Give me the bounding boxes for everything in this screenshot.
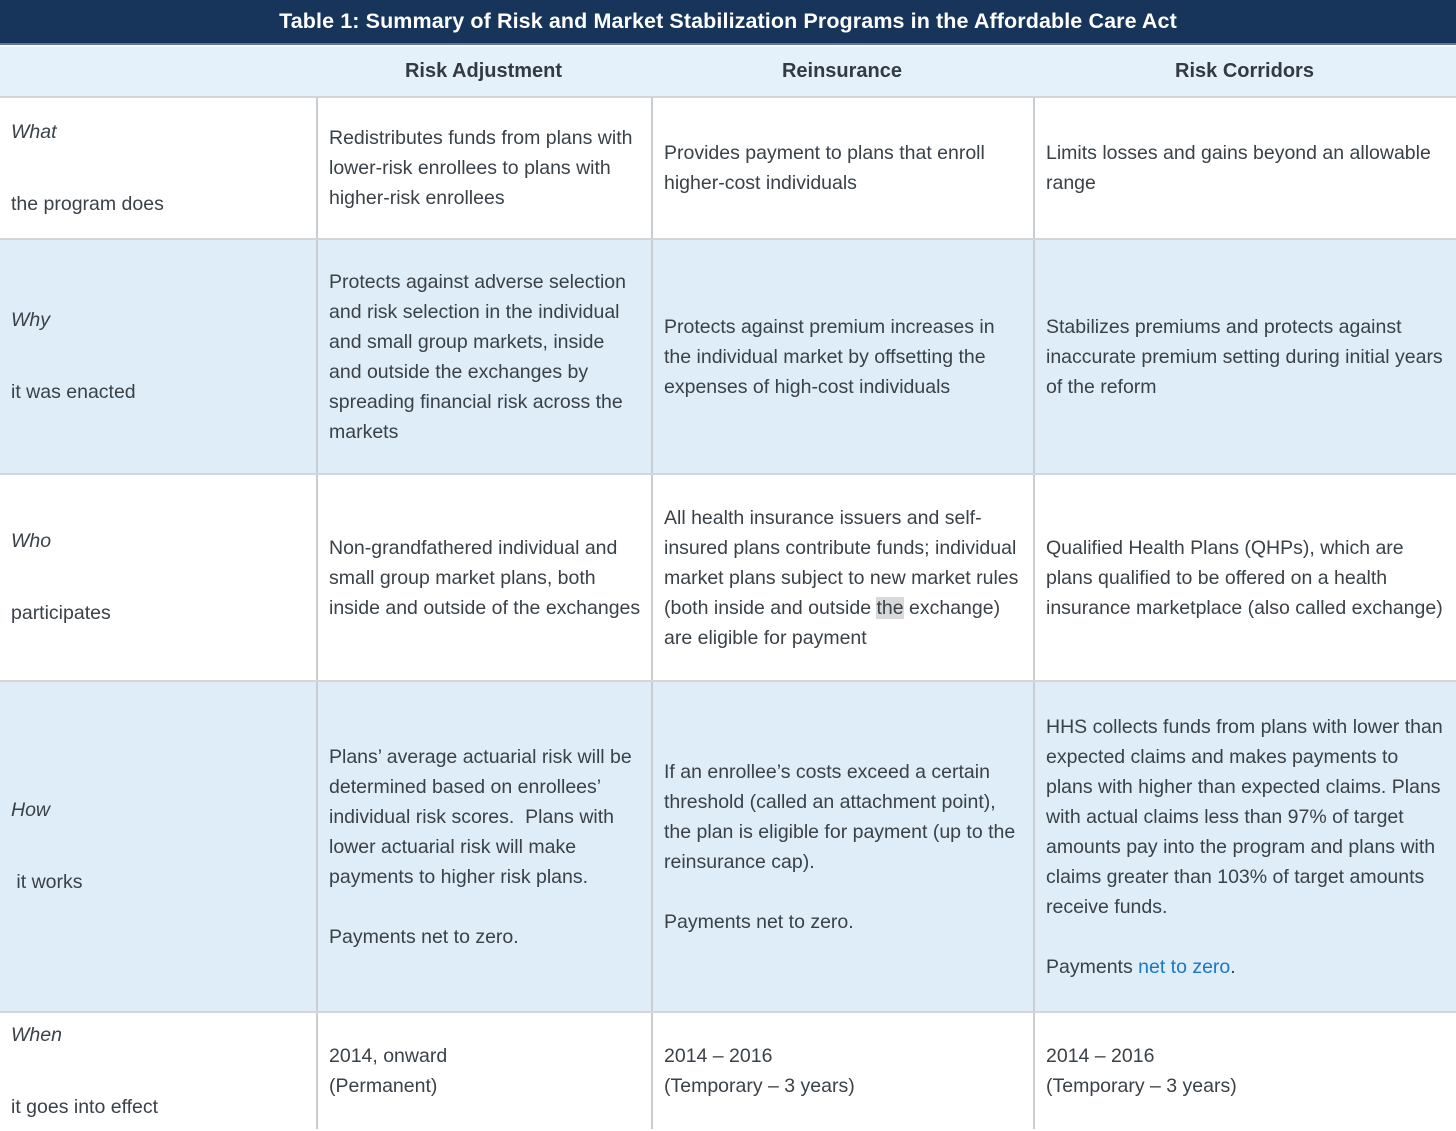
- cell-who-risk-adjustment: Non-grandfathered individual and small g…: [316, 475, 651, 680]
- column-header-row: Risk Adjustment Reinsurance Risk Corrido…: [0, 45, 1456, 96]
- cell-line: 2014 – 2016: [1046, 1045, 1155, 1067]
- cell-when-risk-adjustment: 2014, onward (Permanent): [316, 1013, 651, 1129]
- table-title: Table 1: Summary of Risk and Market Stab…: [279, 9, 1177, 33]
- cell-who-risk-corridors: Qualified Health Plans (QHPs), which are…: [1033, 475, 1456, 680]
- row-keyword: Who: [11, 530, 52, 552]
- column-header-risk-corridors: Risk Corridors: [1175, 60, 1314, 82]
- highlighted-word: the: [876, 596, 904, 619]
- cell-line: 2014 – 2016: [664, 1045, 773, 1067]
- cell-paragraph: Payments net to zero.: [329, 925, 519, 948]
- cell-text: Qualified Health Plans (QHPs), which are…: [1046, 536, 1443, 619]
- row-sublabel: participates: [11, 602, 111, 624]
- table-title-bar: Table 1: Summary of Risk and Market Stab…: [0, 0, 1456, 45]
- cell-text-segment: Payments: [1046, 955, 1139, 978]
- cell-text: Protects against premium increases in th…: [664, 315, 1000, 398]
- cell-why-risk-adjustment: Protects against adverse selection and r…: [316, 240, 651, 473]
- cell-what-risk-corridors: Limits losses and gains beyond an allowa…: [1033, 98, 1456, 238]
- cell-line: (Temporary – 3 years): [1046, 1075, 1237, 1097]
- row-label-what: What the program does: [0, 98, 316, 238]
- table-row-when: When it goes into effect 2014, onward (P…: [0, 1011, 1456, 1129]
- cell-what-risk-adjustment: Redistributes funds from plans with lowe…: [316, 98, 651, 238]
- cell-text: Redistributes funds from plans with lowe…: [329, 127, 638, 209]
- cell-text: Stabilizes premiums and protects against…: [1046, 315, 1449, 398]
- cell-what-reinsurance: Provides payment to plans that enroll hi…: [651, 98, 1033, 238]
- row-label-how: How it works: [0, 682, 316, 1011]
- column-header-risk-adjustment: Risk Adjustment: [404, 60, 563, 82]
- row-keyword: Why: [11, 309, 50, 331]
- cell-text: All health insurance issuers and self-in…: [664, 503, 1023, 653]
- table-row-what: What the program does Redistributes fund…: [0, 96, 1456, 238]
- cell-why-reinsurance: Protects against premium increases in th…: [651, 240, 1033, 473]
- cell-line: 2014, onward: [329, 1045, 448, 1067]
- cell-paragraph: Payments net to zero.: [1046, 952, 1446, 982]
- net-to-zero-link[interactable]: net to zero: [1138, 955, 1231, 978]
- cell-paragraph: If an enrollee’s costs exceed a certain …: [664, 760, 1021, 873]
- cell-who-reinsurance: All health insurance issuers and self-in…: [651, 475, 1033, 680]
- table-row-how: How it works Plans’ average actuarial ri…: [0, 680, 1456, 1011]
- column-header-reinsurance: Reinsurance: [781, 60, 903, 82]
- cell-how-risk-adjustment: Plans’ average actuarial risk will be de…: [316, 682, 651, 1011]
- row-sublabel: it works: [11, 871, 83, 893]
- cell-how-reinsurance: If an enrollee’s costs exceed a certain …: [651, 682, 1033, 1011]
- cell-text-segment: All health insurance issuers and self-in…: [664, 506, 1024, 619]
- row-keyword: How: [11, 799, 51, 821]
- row-sublabel: it goes into effect: [11, 1095, 159, 1118]
- row-label-why: Why it was enacted: [0, 240, 316, 473]
- cell-paragraph: Payments net to zero.: [664, 910, 854, 933]
- cell-text: Non-grandfathered individual and small g…: [329, 536, 641, 619]
- cell-when-reinsurance: 2014 – 2016 (Temporary – 3 years): [651, 1013, 1033, 1129]
- cell-paragraph: Plans’ average actuarial risk will be de…: [329, 745, 638, 888]
- cell-line: (Permanent): [329, 1075, 438, 1097]
- row-keyword: What: [11, 120, 57, 143]
- row-sublabel: it was enacted: [11, 381, 136, 403]
- row-keyword: When: [11, 1023, 62, 1046]
- table-row-who: Who participates Non-grandfathered indiv…: [0, 473, 1456, 680]
- row-label-who: Who participates: [0, 475, 316, 680]
- cell-text: Limits losses and gains beyond an allowa…: [1046, 142, 1437, 194]
- cell-text: Protects against adverse selection and r…: [329, 270, 632, 443]
- cell-why-risk-corridors: Stabilizes premiums and protects against…: [1033, 240, 1456, 473]
- cell-line: (Temporary – 3 years): [664, 1075, 855, 1097]
- cell-when-risk-corridors: 2014 – 2016 (Temporary – 3 years): [1033, 1013, 1456, 1129]
- table-row-why: Why it was enacted Protects against adve…: [0, 238, 1456, 473]
- cell-how-risk-corridors: HHS collects funds from plans with lower…: [1033, 682, 1456, 1011]
- cell-text-segment: exchange) are eligible for payment: [664, 596, 1006, 649]
- cell-paragraph: HHS collects funds from plans with lower…: [1046, 715, 1449, 918]
- cell-text-segment: .: [1230, 955, 1236, 978]
- row-label-when: When it goes into effect: [0, 1013, 316, 1129]
- cell-text: Provides payment to plans that enroll hi…: [664, 142, 991, 194]
- header-corner: [0, 47, 316, 96]
- row-sublabel: the program does: [11, 192, 164, 215]
